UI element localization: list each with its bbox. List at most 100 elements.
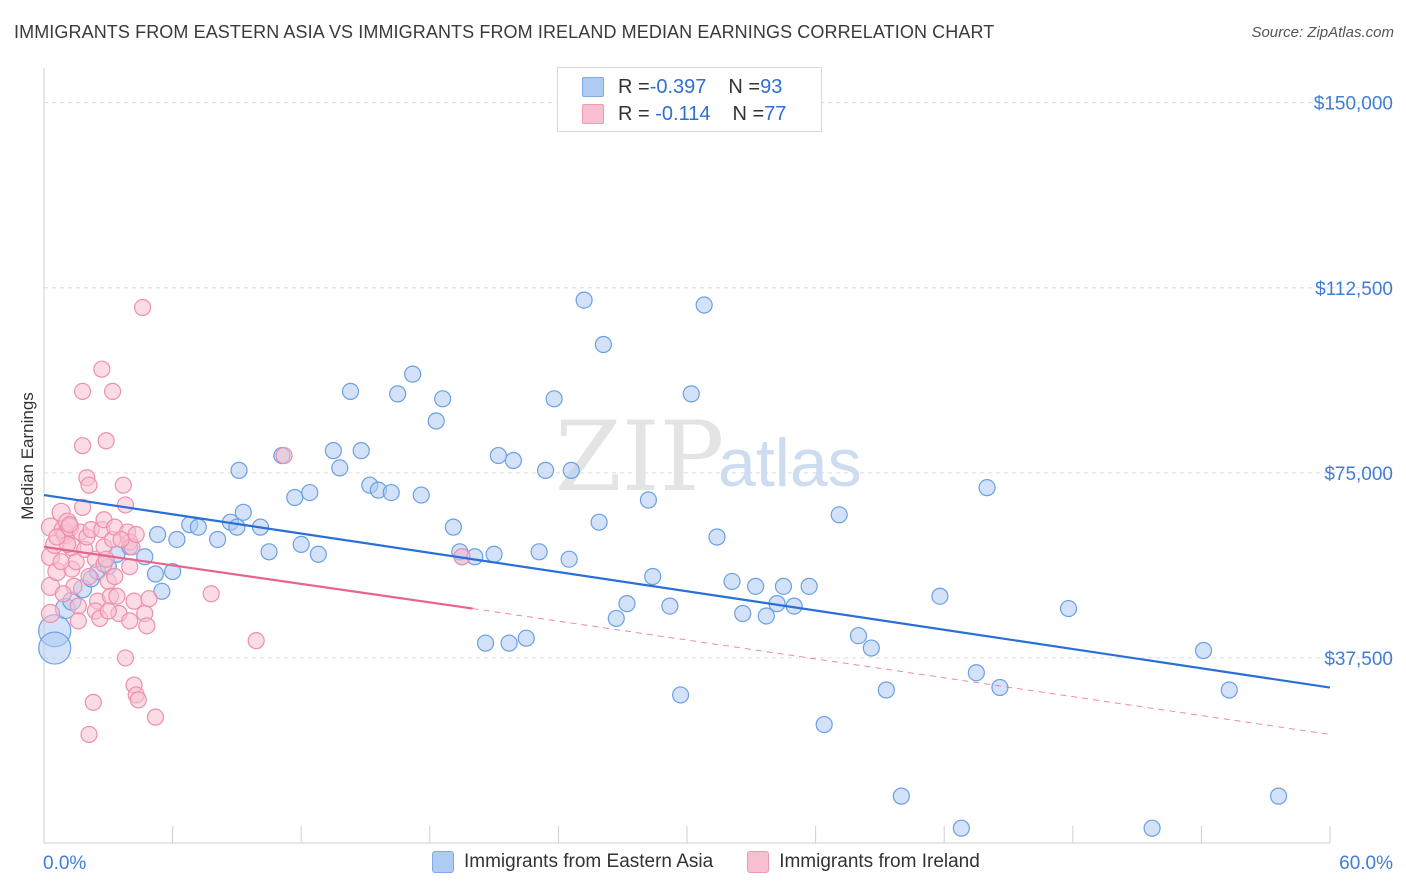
point-eastern-asia [594,335,613,354]
source-label: Source: ZipAtlas.com [1251,24,1394,41]
watermark: ZIP atlas [555,401,862,513]
point-ireland [52,553,70,571]
point-eastern-asia [382,483,400,502]
series-legend: Immigrants from Eastern Asia Immigrants … [432,851,1014,873]
series-swatch-blue [432,851,454,873]
point-ireland [114,476,132,494]
series-legend-item-eastern-asia: Immigrants from Eastern Asia [432,851,713,873]
series-legend-item-ireland: Immigrants from Ireland [747,851,980,873]
point-eastern-asia [209,530,227,549]
y-tick-label: $75,000 [1324,464,1393,485]
legend-n-label: N = [732,102,765,125]
point-ireland [69,597,87,615]
point-eastern-asia [352,442,370,460]
x-tick-labels: 0.0% 60.0% [43,853,1393,874]
point-eastern-asia [800,577,818,595]
point-eastern-asia [427,412,445,430]
point-eastern-asia [991,678,1009,697]
legend-swatch-blue [582,77,604,97]
point-eastern-asia [168,530,186,549]
point-eastern-asia [967,664,985,682]
point-eastern-asia [189,518,207,536]
point-ireland [138,617,156,635]
point-ireland [97,550,115,568]
point-eastern-asia [1194,641,1213,660]
point-ireland [106,567,124,586]
point-ireland [73,498,92,516]
point-ireland [247,632,265,650]
point-ireland [275,446,293,465]
point-eastern-asia [723,572,741,591]
point-ireland [146,708,165,726]
trend-line-ireland [43,545,473,610]
legend-n-value: 77 [764,102,787,125]
points-layer [38,291,1288,837]
watermark-atlas: atlas [718,425,862,501]
point-eastern-asia [746,577,765,595]
stats-legend: R = -0.397 N = 93 R = -0.114 N = 77 [557,67,822,132]
point-eastern-asia [734,604,752,623]
point-eastern-asia [1143,819,1161,837]
y-axis-label: Median Earnings [18,392,37,520]
point-eastern-asia [849,627,868,645]
point-eastern-asia [500,634,518,652]
point-eastern-asia [389,385,407,403]
point-eastern-asia [671,686,690,704]
point-eastern-asia [38,631,72,665]
point-ireland [80,725,98,744]
point-eastern-asia [301,483,319,502]
point-eastern-asia [517,629,535,647]
point-eastern-asia [444,518,462,536]
point-eastern-asia [485,545,503,563]
point-eastern-asia [575,291,593,309]
point-eastern-asia [952,819,970,837]
point-eastern-asia [682,385,700,403]
y-tick-labels: $37,500 $75,000 $112,500 $150,000 [1314,94,1393,670]
point-eastern-asia [504,451,522,470]
point-eastern-asia [230,461,248,479]
point-eastern-asia [757,607,775,625]
point-eastern-asia [434,390,452,408]
point-eastern-asia [1059,599,1078,618]
point-ireland [80,476,98,494]
point-ireland [73,382,92,401]
point-eastern-asia [146,565,165,583]
point-eastern-asia [153,582,171,600]
point-ireland [103,382,122,401]
point-eastern-asia [331,459,349,477]
point-ireland [116,649,135,667]
legend-r-value: -0.114 [649,102,711,125]
point-ireland [108,587,126,605]
point-eastern-asia [644,567,662,586]
point-eastern-asia [661,597,679,615]
point-eastern-asia [877,681,895,699]
point-ireland [40,603,61,624]
point-ireland [80,567,98,586]
y-tick-label: $37,500 [1324,649,1393,670]
point-eastern-asia [260,543,278,561]
point-eastern-asia [309,545,327,563]
point-ireland [48,528,66,546]
point-ireland [54,585,72,603]
x-tick-label: 60.0% [1339,853,1393,874]
point-eastern-asia [286,488,304,507]
point-eastern-asia [892,787,910,805]
legend-row-ireland: R = -0.114 N = 77 [582,102,786,126]
point-eastern-asia [708,528,726,546]
point-eastern-asia [815,715,833,734]
point-eastern-asia [476,634,495,652]
legend-n-label: N = [728,75,761,98]
point-eastern-asia [830,506,848,524]
point-eastern-asia [562,461,580,479]
point-ireland [127,525,145,544]
point-eastern-asia [164,562,182,581]
point-ireland [133,298,152,317]
y-tick-label: $112,500 [1315,279,1393,300]
point-ireland [116,496,135,514]
point-eastern-asia [341,382,360,401]
point-eastern-asia [1220,681,1238,699]
point-eastern-asia [695,296,713,314]
point-eastern-asia [560,550,578,568]
watermark-zip: ZIP [555,401,724,513]
